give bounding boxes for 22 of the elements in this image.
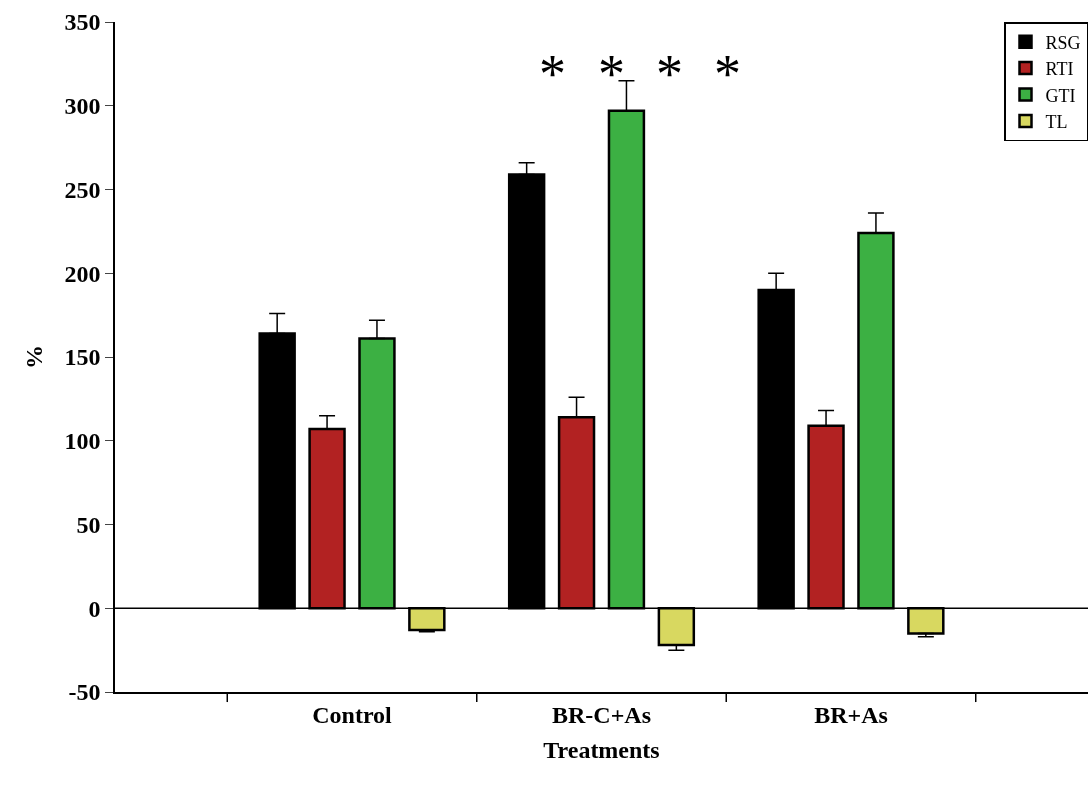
legend-label: GTI xyxy=(1045,85,1076,106)
annotation: * xyxy=(598,44,625,104)
annotation: * xyxy=(714,44,741,104)
y-tick-label: -50 xyxy=(68,679,101,706)
y-tick-label: 150 xyxy=(64,344,101,371)
annotation: * xyxy=(656,44,683,104)
x-tick-label: BR+As xyxy=(814,701,888,728)
legend-label: TL xyxy=(1045,111,1068,132)
x-tick-label: Control xyxy=(312,701,393,728)
y-tick-label: 350 xyxy=(64,9,101,36)
annotation: * xyxy=(539,44,566,104)
y-axis-title: % xyxy=(21,345,48,369)
y-tick-label: 50 xyxy=(76,511,101,538)
y-tick-label: 100 xyxy=(64,428,101,455)
x-axis-title: Treatments xyxy=(543,737,660,764)
y-tick-label: 300 xyxy=(64,93,101,120)
x-tick-label: BR-C+As xyxy=(551,701,652,728)
y-tick-label: 250 xyxy=(64,176,101,203)
legend-label: RSG xyxy=(1045,32,1081,53)
y-tick-label: 200 xyxy=(64,260,101,287)
y-tick-label: 0 xyxy=(88,595,101,622)
legend-label: RTI xyxy=(1045,59,1074,80)
